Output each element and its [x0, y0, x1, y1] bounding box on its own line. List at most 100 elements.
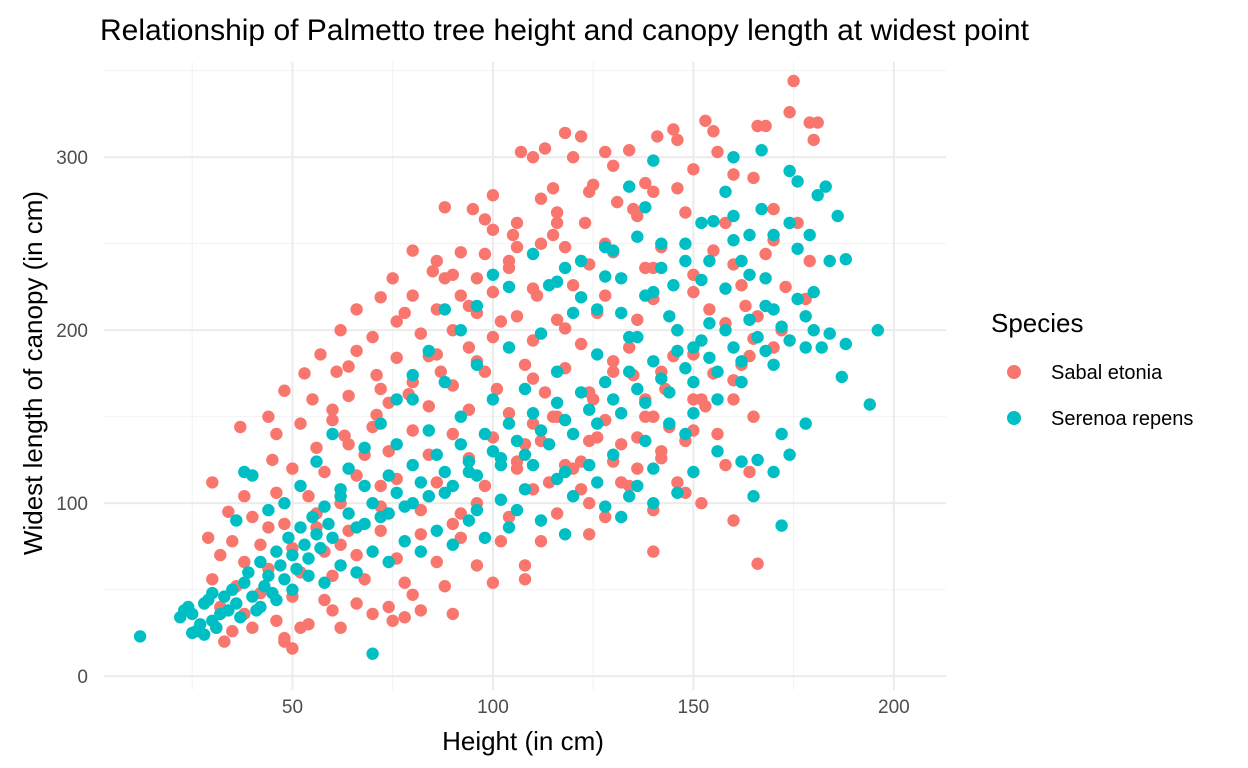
- serenoa-repens-point: [647, 497, 660, 510]
- serenoa-repens-point: [242, 566, 255, 579]
- sabal-etonia-point: [490, 382, 504, 396]
- sabal-etonia-point: [454, 246, 467, 259]
- serenoa-repens-point: [615, 306, 628, 320]
- serenoa-repens-point: [703, 317, 716, 330]
- sabal-etonia-point: [546, 182, 560, 195]
- serenoa-repens-point: [186, 607, 199, 621]
- serenoa-repens-point: [671, 344, 684, 358]
- serenoa-repens-point: [486, 393, 500, 406]
- serenoa-repens-point: [558, 528, 572, 541]
- sabal-etonia-point: [583, 528, 596, 541]
- serenoa-repens-point: [390, 438, 403, 451]
- serenoa-repens-point: [599, 270, 612, 283]
- sabal-etonia-point: [607, 159, 620, 172]
- sabal-etonia-point: [270, 427, 283, 441]
- serenoa-repens-point: [462, 465, 476, 479]
- sabal-etonia-point: [350, 597, 363, 610]
- sabal-etonia-point: [655, 445, 668, 458]
- chart-title: Relationship of Palmetto tree height and…: [100, 14, 1030, 47]
- sabal-etonia-point: [306, 393, 319, 406]
- sabal-etonia-point: [510, 310, 524, 323]
- sabal-etonia-point: [266, 453, 279, 467]
- serenoa-repens-point: [679, 427, 692, 441]
- sabal-etonia-point: [350, 469, 363, 482]
- serenoa-repens-point: [671, 486, 684, 499]
- sabal-etonia-point: [739, 299, 752, 313]
- sabal-etonia-point: [703, 303, 716, 316]
- serenoa-repens-point: [719, 185, 732, 198]
- serenoa-repens-point: [502, 341, 516, 354]
- sabal-etonia-point: [438, 580, 451, 593]
- serenoa-repens-point: [623, 490, 636, 503]
- sabal-etonia-point: [470, 559, 484, 572]
- serenoa-repens-point: [494, 452, 508, 465]
- serenoa-repens-point: [518, 382, 532, 396]
- serenoa-repens-point: [518, 483, 532, 496]
- sabal-etonia-point: [647, 545, 660, 558]
- serenoa-repens-point: [454, 410, 467, 423]
- sabal-etonia-point: [550, 507, 564, 520]
- sabal-etonia-point: [382, 600, 395, 614]
- serenoa-repens-point: [607, 393, 620, 406]
- sabal-etonia-point: [386, 614, 399, 627]
- sabal-etonia-point: [206, 476, 219, 489]
- x-axis-title: Height (in cm): [442, 726, 604, 756]
- serenoa-repens-point: [667, 279, 680, 292]
- serenoa-repens-point: [406, 368, 419, 382]
- sabal-etonia-point: [226, 535, 239, 548]
- sabal-etonia-point: [278, 517, 291, 531]
- serenoa-repens-point: [430, 524, 443, 537]
- sabal-etonia-point: [587, 393, 600, 406]
- serenoa-repens-point: [703, 254, 716, 268]
- sabal-etonia-point: [462, 341, 476, 354]
- sabal-etonia-point: [631, 313, 644, 326]
- sabal-etonia-point: [558, 322, 572, 335]
- serenoa-repens-point: [486, 445, 500, 458]
- sabal-etonia-point: [538, 142, 552, 155]
- y-axis-ticks: 0 100 200 300: [56, 148, 88, 688]
- serenoa-repens-point: [422, 490, 435, 503]
- serenoa-repens-point: [591, 348, 604, 361]
- sabal-etonia-point: [406, 244, 419, 257]
- sabal-etonia-point: [202, 531, 215, 544]
- serenoa-repens-point: [799, 341, 812, 354]
- serenoa-repens-point: [238, 465, 251, 479]
- serenoa-repens-point: [631, 479, 644, 493]
- serenoa-repens-point: [591, 476, 604, 489]
- serenoa-repens-point: [671, 324, 684, 337]
- serenoa-repens-point: [306, 510, 319, 524]
- serenoa-repens-point: [743, 313, 756, 326]
- serenoa-repens-point: [558, 261, 572, 275]
- sabal-etonia-point: [406, 588, 419, 601]
- sabal-etonia-point: [398, 306, 411, 320]
- sabal-etonia-point: [807, 133, 820, 147]
- sabal-etonia-point: [647, 185, 660, 198]
- sabal-etonia-point: [566, 151, 580, 164]
- sabal-etonia-point: [671, 476, 684, 489]
- serenoa-repens-point: [406, 393, 419, 406]
- sabal-etonia-point: [318, 593, 331, 607]
- serenoa-repens-point: [663, 310, 676, 323]
- sabal-etonia-point: [747, 171, 760, 185]
- sabal-etonia-point: [486, 285, 500, 299]
- serenoa-repens-point: [647, 154, 660, 167]
- serenoa-repens-point: [574, 291, 588, 304]
- serenoa-repens-point: [647, 462, 660, 475]
- sabal-etonia-point: [438, 201, 451, 214]
- serenoa-repens-point: [486, 268, 500, 281]
- serenoa-repens-point: [422, 344, 435, 358]
- sabal-etonia-point: [783, 106, 796, 119]
- serenoa-repens-point: [258, 580, 271, 593]
- sabal-etonia-point: [502, 510, 516, 524]
- serenoa-repens-point: [302, 569, 315, 582]
- serenoa-repens-point: [711, 445, 724, 458]
- sabal-etonia-point: [623, 341, 636, 354]
- serenoa-repens-point: [382, 507, 395, 520]
- sabal-etonia-point: [699, 114, 712, 128]
- serenoa-repens-point: [210, 621, 223, 634]
- serenoa-repens-point: [350, 566, 363, 579]
- serenoa-repens-point: [510, 434, 524, 448]
- serenoa-repens-point: [574, 386, 588, 399]
- sabal-etonia-point: [326, 413, 339, 427]
